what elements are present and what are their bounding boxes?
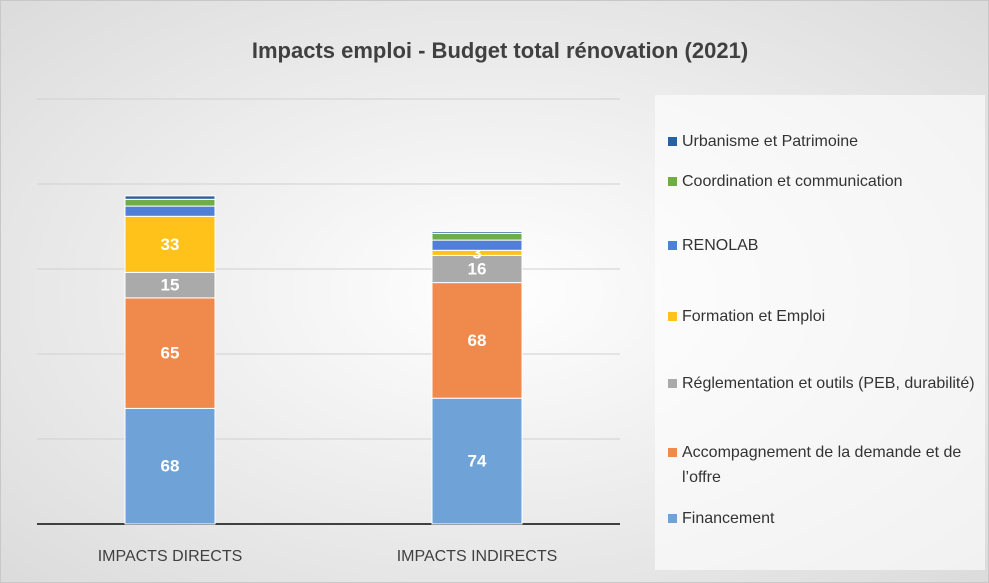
legend-item: Coordination et communication <box>668 169 982 194</box>
legend-item: Formation et Emploi <box>668 304 982 329</box>
bar-segment <box>124 205 216 217</box>
legend-label: Réglementation et outils (PEB, durabilit… <box>682 375 975 392</box>
legend-item: Réglementation et outils (PEB, durabilit… <box>668 371 982 396</box>
legend-label: Urbanisme et Patrimoine <box>682 133 859 150</box>
bar-segment <box>124 198 216 207</box>
data-label: 65 <box>161 344 180 363</box>
bar-segment <box>124 271 216 299</box>
legend-swatch <box>668 137 677 146</box>
legend-label: RENOLAB <box>682 237 759 254</box>
legend-label: Coordination et communication <box>682 173 903 190</box>
bar-segment <box>431 254 523 284</box>
legend-label: Financement <box>682 510 775 527</box>
bar-segment <box>431 239 523 251</box>
legend-swatch <box>668 312 677 321</box>
x-tick-label: IMPACTS INDIRECTS <box>397 548 558 565</box>
chart-title: Impacts emploi - Budget total rénovation… <box>252 38 748 63</box>
data-label: 68 <box>468 331 487 350</box>
bar-segment <box>124 215 216 273</box>
data-label: 33 <box>161 235 180 254</box>
legend-label: Formation et Emploi <box>682 308 826 325</box>
bar-segment <box>124 297 216 409</box>
data-label: 16 <box>468 259 487 278</box>
bar-segment <box>431 282 523 399</box>
legend-item: Financement <box>668 506 982 531</box>
bar-segment <box>124 407 216 525</box>
legend-swatch <box>668 514 677 523</box>
legend-item: Accompagnement de la demande et de l’off… <box>668 440 982 490</box>
legend-panel <box>655 95 985 570</box>
bar-segment <box>431 397 523 525</box>
legend-swatch <box>668 241 677 250</box>
bar-segment <box>124 195 216 200</box>
bar-segment <box>431 231 523 234</box>
legend-item: RENOLAB <box>668 233 982 258</box>
legend-item: Urbanisme et Patrimoine <box>668 129 982 154</box>
x-tick-label: IMPACTS DIRECTS <box>98 548 243 565</box>
data-label: 15 <box>161 276 180 295</box>
legend-swatch <box>668 448 677 457</box>
legend-swatch <box>668 177 677 186</box>
data-label: 74 <box>468 452 487 471</box>
bar-segment <box>431 232 523 241</box>
legend-swatch <box>668 379 677 388</box>
data-label: 68 <box>161 457 180 476</box>
data-label: 3 <box>472 243 481 262</box>
legend-label: Accompagnement de la demande et de l’off… <box>682 444 962 486</box>
